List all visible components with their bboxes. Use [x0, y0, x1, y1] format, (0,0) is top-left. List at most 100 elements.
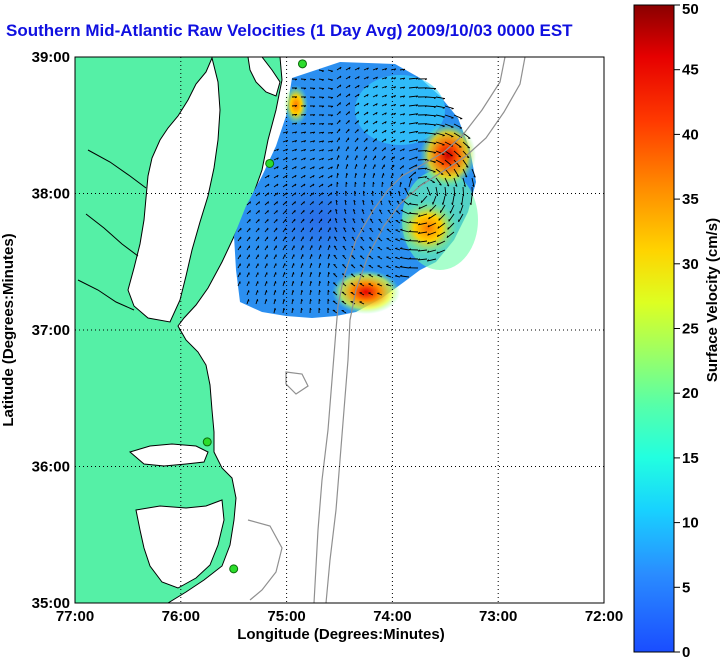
velocity-vector — [458, 213, 464, 223]
velocity-vector-head — [442, 116, 445, 118]
velocity-vector-head — [303, 201, 305, 204]
velocity-vector — [444, 177, 450, 187]
velocity-vector-head — [433, 161, 436, 164]
velocity-vector-head — [303, 131, 307, 134]
velocity-vector-head — [285, 166, 288, 169]
velocity-vector — [453, 159, 461, 168]
velocity-vector-head — [344, 199, 347, 203]
velocity-vector-head — [294, 166, 297, 169]
velocity-vector-head — [330, 140, 334, 143]
velocity-vector-head — [373, 173, 376, 176]
velocity-vector-head — [330, 88, 334, 90]
colorbar-tick-label: 50 — [682, 1, 699, 18]
velocity-vector-head — [258, 210, 260, 213]
velocity-vector-head — [402, 157, 405, 160]
velocity-vector-head — [337, 172, 339, 176]
velocity-vector — [444, 150, 453, 157]
velocity-slow-zone — [250, 175, 390, 265]
velocity-vector-head — [328, 280, 330, 284]
velocity-vector — [437, 231, 446, 237]
velocity-vector-head — [276, 175, 279, 178]
velocity-vector-head — [354, 190, 357, 194]
velocity-vector-head — [424, 132, 428, 135]
velocity-vector-head — [276, 157, 279, 160]
velocity-vector-head — [334, 236, 337, 239]
velocity-vector-head — [402, 139, 405, 143]
velocity-vector-head — [352, 227, 355, 230]
velocity-vector-head — [375, 120, 378, 124]
velocity-vector-head — [346, 172, 348, 176]
velocity-vector-head — [402, 113, 406, 116]
velocity-vector — [462, 177, 466, 187]
velocity-vector-head — [330, 175, 333, 178]
velocity-vector — [400, 247, 410, 251]
velocity-vector — [408, 113, 418, 116]
velocity-vector-head — [398, 190, 401, 194]
velocity-vector — [447, 222, 455, 230]
velocity-vector-head — [312, 131, 316, 134]
velocity-vector-head — [466, 166, 469, 168]
velocity-vector-head — [424, 114, 428, 117]
velocity-vector-head — [348, 93, 351, 97]
velocity-vector-head — [424, 87, 428, 90]
colorbar-tick-label: 25 — [682, 321, 699, 338]
velocity-vector-head — [433, 88, 437, 90]
velocity-vector-head — [328, 271, 330, 275]
velocity-vector-head — [384, 94, 387, 98]
velocity-vector-head — [429, 209, 431, 212]
velocity-vector-head — [366, 129, 368, 132]
velocity-vector-head — [395, 274, 398, 277]
river-potomac — [87, 149, 147, 189]
velocity-vector-head — [427, 224, 430, 228]
station-markers — [202, 59, 307, 574]
colorbar-tick-label: 40 — [682, 126, 699, 143]
velocity-vector — [444, 159, 453, 167]
velocity-vector-head — [393, 139, 396, 142]
velocity-vector-head — [393, 95, 397, 98]
velocity-vector-head — [319, 263, 322, 266]
velocity-vector — [408, 171, 416, 179]
velocity-vector-head — [321, 97, 325, 99]
lon-tick-label: 73:00 — [479, 608, 517, 625]
velocity-vector — [446, 231, 455, 239]
velocity-vector-head — [336, 190, 339, 194]
velocity-vector-head — [312, 157, 315, 161]
velocity-vector-head — [301, 281, 304, 284]
velocity-vector-head — [436, 234, 439, 237]
velocity-vector — [461, 195, 464, 205]
velocity-vector-head — [384, 77, 388, 80]
velocity-vector — [462, 159, 469, 168]
lon-tick-label: 75:00 — [267, 608, 305, 625]
colorbar-tick-label: 15 — [682, 450, 699, 467]
velocity-vector-head — [393, 86, 397, 89]
velocity-vector-head — [348, 67, 351, 70]
velocity-vector-head — [433, 106, 437, 109]
velocity-vector — [408, 104, 418, 107]
velocity-vector-head — [303, 140, 307, 143]
velocity-vector-head — [333, 254, 336, 257]
velocity-vector-head — [415, 130, 419, 134]
velocity-vector-head — [294, 113, 298, 116]
velocity-vector — [426, 159, 436, 163]
velocity-vector-head — [312, 192, 315, 195]
velocity-vector-head — [427, 233, 430, 236]
lat-tick-label: 37:00 — [32, 322, 70, 339]
velocity-vector — [418, 240, 428, 243]
velocity-vector-head — [372, 181, 375, 185]
velocity-vector-head — [400, 228, 403, 231]
velocity-vector — [400, 229, 410, 233]
velocity-vector-head — [408, 248, 412, 251]
velocity-vector-head — [360, 246, 363, 248]
velocity-vector-head — [294, 78, 298, 81]
velocity-vector-head — [402, 77, 406, 80]
river-rappahannock — [85, 213, 139, 257]
velocity-vector-head — [312, 166, 315, 169]
velocity-vector — [435, 186, 439, 196]
velocity-moderate-zone-north — [355, 75, 445, 145]
velocity-vector — [444, 123, 454, 128]
velocity-vector-head — [408, 211, 412, 214]
velocity-vector-head — [330, 105, 334, 108]
velocity-vector-head — [384, 103, 387, 106]
velocity-vector-head — [439, 183, 442, 186]
velocity-vector-head — [363, 181, 366, 185]
